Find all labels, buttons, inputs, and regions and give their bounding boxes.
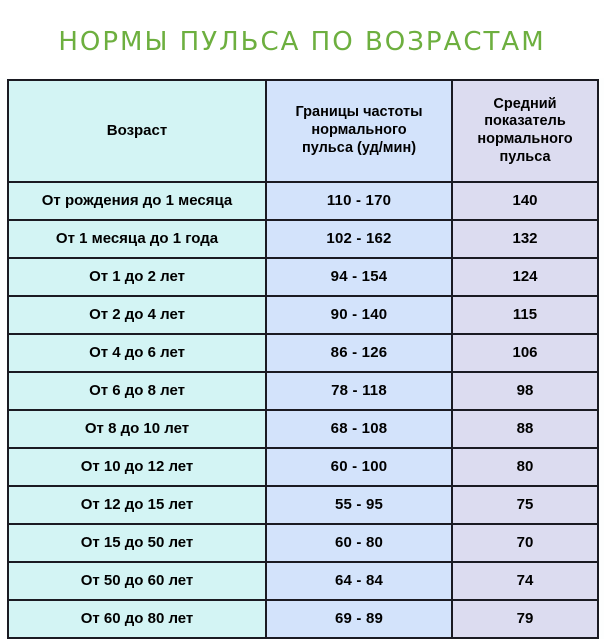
- cell-average-pulse: 88: [451, 409, 599, 449]
- column-header-age: Возраст: [7, 79, 267, 183]
- table-row: От 1 месяца до 1 года 102 - 162 132: [7, 219, 599, 259]
- table-header: Возраст Границы частоты нормального пуль…: [7, 79, 599, 183]
- table-row: От рождения до 1 месяца 110 - 170 140: [7, 181, 599, 221]
- column-header-average-pulse: Средний показатель нормального пульса: [451, 79, 599, 183]
- table-row: От 6 до 8 лет 78 - 118 98: [7, 371, 599, 411]
- cell-average-pulse: 75: [451, 485, 599, 525]
- cell-pulse-range: 90 - 140: [265, 295, 453, 335]
- cell-age: От 1 до 2 лет: [7, 257, 267, 297]
- table-row: От 4 до 6 лет 86 - 126 106: [7, 333, 599, 373]
- cell-average-pulse: 74: [451, 561, 599, 601]
- column-header-pulse-range-line1: Границы частоты: [295, 104, 423, 121]
- cell-pulse-range: 78 - 118: [265, 371, 453, 411]
- column-header-pulse-range-line3: пульса (уд/мин): [301, 139, 417, 156]
- cell-age: От 1 месяца до 1 года: [7, 219, 267, 259]
- cell-pulse-range: 69 - 89: [265, 599, 453, 639]
- cell-age: От 15 до 50 лет: [7, 523, 267, 563]
- table-row: От 1 до 2 лет 94 - 154 124: [7, 257, 599, 297]
- cell-age: От 4 до 6 лет: [7, 333, 267, 373]
- column-header-average-pulse-line2: показатель: [484, 113, 566, 130]
- table-row: От 8 до 10 лет 68 - 108 88: [7, 409, 599, 449]
- cell-pulse-range: 60 - 100: [265, 447, 453, 487]
- cell-age: От 10 до 12 лет: [7, 447, 267, 487]
- cell-pulse-range: 86 - 126: [265, 333, 453, 373]
- table-row: От 15 до 50 лет 60 - 80 70: [7, 523, 599, 563]
- cell-age: От 60 до 80 лет: [7, 599, 267, 639]
- column-header-average-pulse-line1: Средний: [493, 95, 557, 112]
- pulse-norms-table: Возраст Границы частоты нормального пуль…: [7, 79, 599, 639]
- column-header-pulse-range: Границы частоты нормального пульса (уд/м…: [265, 79, 453, 183]
- column-header-pulse-range-line2: нормального: [311, 122, 407, 139]
- cell-pulse-range: 55 - 95: [265, 485, 453, 525]
- cell-average-pulse: 70: [451, 523, 599, 563]
- page-title: НОРМЫ ПУЛЬСА ПО ВОЗРАСТАМ: [58, 27, 546, 57]
- cell-age: От 12 до 15 лет: [7, 485, 267, 525]
- cell-age: От 6 до 8 лет: [7, 371, 267, 411]
- table-row: От 10 до 12 лет 60 - 100 80: [7, 447, 599, 487]
- table-row: От 12 до 15 лет 55 - 95 75: [7, 485, 599, 525]
- cell-pulse-range: 110 - 170: [265, 181, 453, 221]
- cell-pulse-range: 68 - 108: [265, 409, 453, 449]
- cell-average-pulse: 124: [451, 257, 599, 297]
- cell-average-pulse: 115: [451, 295, 599, 335]
- cell-age: От 8 до 10 лет: [7, 409, 267, 449]
- column-header-average-pulse-line3: нормального: [477, 131, 573, 147]
- column-header-average-pulse-line4: пульса: [499, 148, 551, 165]
- pulse-norms-table-wrapper: Возраст Границы частоты нормального пуль…: [7, 79, 599, 639]
- cell-average-pulse: 79: [451, 599, 599, 639]
- table-header-row: Возраст Границы частоты нормального пуль…: [7, 79, 599, 183]
- table-row: От 60 до 80 лет 69 - 89 79: [7, 599, 599, 639]
- cell-pulse-range: 94 - 154: [265, 257, 453, 297]
- page-title-bar: НОРМЫ ПУЛЬСА ПО ВОЗРАСТАМ: [0, 0, 604, 78]
- cell-average-pulse: 132: [451, 219, 599, 259]
- cell-pulse-range: 64 - 84: [265, 561, 453, 601]
- cell-age: От 50 до 60 лет: [7, 561, 267, 601]
- cell-age: От рождения до 1 месяца: [7, 181, 267, 221]
- cell-average-pulse: 106: [451, 333, 599, 373]
- cell-age: От 2 до 4 лет: [7, 295, 267, 335]
- table-row: От 2 до 4 лет 90 - 140 115: [7, 295, 599, 335]
- cell-average-pulse: 98: [451, 371, 599, 411]
- cell-pulse-range: 102 - 162: [265, 219, 453, 259]
- cell-pulse-range: 60 - 80: [265, 523, 453, 563]
- cell-average-pulse: 140: [451, 181, 599, 221]
- table-body: От рождения до 1 месяца 110 - 170 140 От 1 …: [7, 181, 599, 639]
- cell-average-pulse: 80: [451, 447, 599, 487]
- table-row: От 50 до 60 лет 64 - 84 74: [7, 561, 599, 601]
